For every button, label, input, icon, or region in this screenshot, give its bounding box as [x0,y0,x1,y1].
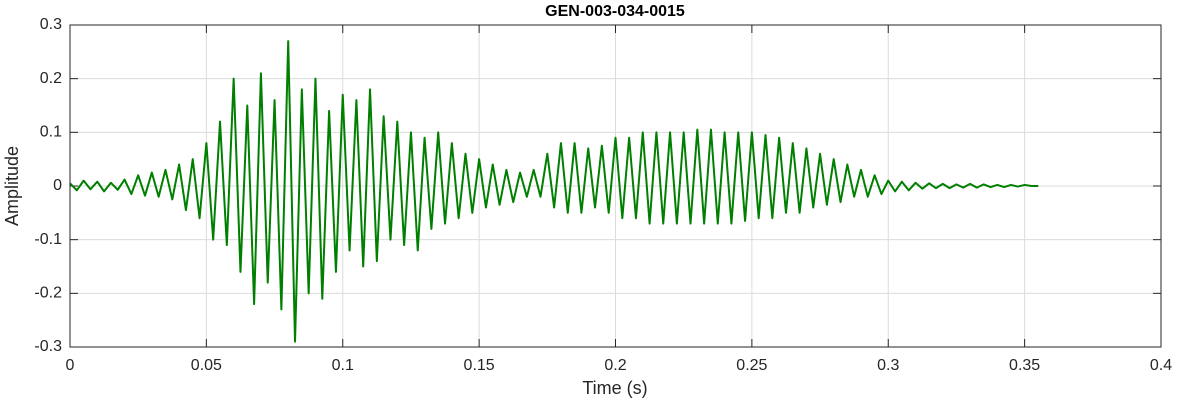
y-tick-label: 0 [53,177,62,194]
waveform-line [69,40,1039,343]
x-tick-label: 0.3 [877,357,899,374]
y-tick-label: 0.3 [40,16,62,33]
x-tick-label: 0.35 [1009,357,1040,374]
y-tick-label: -0.1 [34,231,62,248]
x-tick-label: 0.1 [332,357,354,374]
plot-frame [69,24,1162,348]
y-tick-label: -0.2 [34,285,62,302]
x-tick-label: 0.4 [1150,357,1172,374]
y-tick-label: 0.1 [40,124,62,141]
x-axis-label: Time (s) [582,378,647,398]
y-axis-label: Amplitude [2,146,22,226]
chart-title: GEN-003-034-0015 [545,3,685,20]
x-tick-label: 0.15 [464,357,495,374]
x-tick-label: 0 [66,357,75,374]
x-tick-label: 0.05 [191,357,222,374]
x-tick-label: 0.25 [736,357,767,374]
y-tick-label: 0.2 [40,70,62,87]
y-tick-label: -0.3 [34,338,62,355]
x-tick-label: 0.2 [604,357,626,374]
